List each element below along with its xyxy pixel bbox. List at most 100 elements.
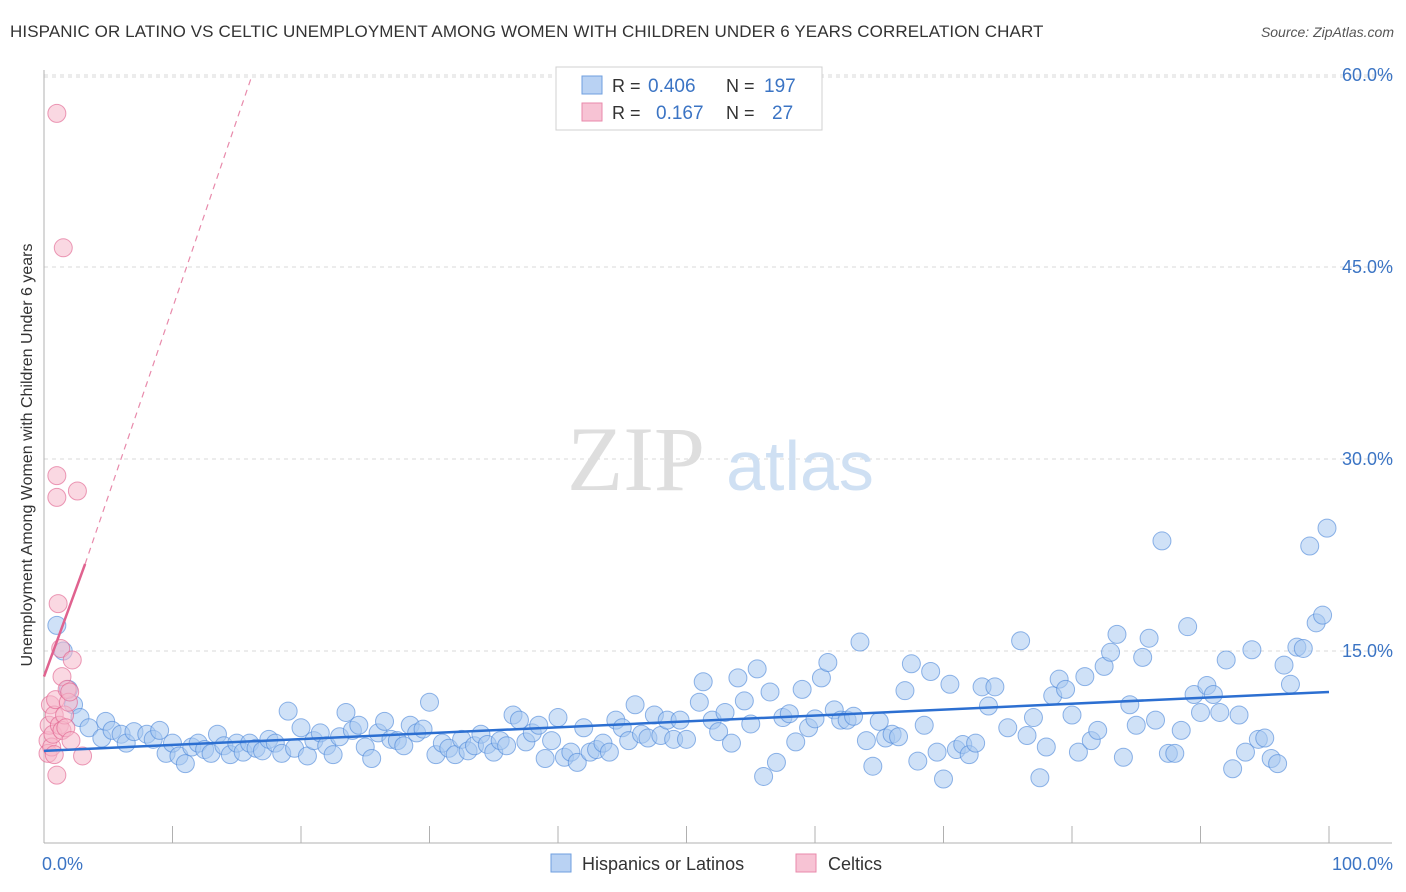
data-point-hispanics xyxy=(1255,728,1275,748)
data-point-celtics xyxy=(67,481,87,501)
data-point-hispanics xyxy=(323,745,343,765)
data-point-celtics xyxy=(47,765,67,785)
data-point-hispanics xyxy=(760,682,780,702)
data-point-hispanics xyxy=(413,719,433,739)
data-point-hispanics xyxy=(921,661,941,681)
data-point-hispanics xyxy=(1017,725,1037,745)
data-point-celtics xyxy=(53,238,73,258)
legend-label-hispanics: Hispanics or Latinos xyxy=(582,854,744,874)
data-point-hispanics xyxy=(529,715,549,735)
data-point-hispanics xyxy=(1068,742,1088,762)
data-point-hispanics xyxy=(721,733,741,753)
data-point-hispanics xyxy=(1242,640,1262,660)
data-point-hispanics xyxy=(1120,695,1140,715)
data-point-celtics xyxy=(47,466,67,486)
data-point-hispanics xyxy=(728,668,748,688)
data-point-hispanics xyxy=(1107,624,1127,644)
data-point-hispanics xyxy=(535,749,555,769)
legend: Hispanics or Latinos Celtics xyxy=(550,853,882,874)
data-point-hispanics xyxy=(150,720,170,740)
trend-line-celtics xyxy=(42,563,87,678)
y-tick-label: 60.0% xyxy=(1342,65,1393,85)
data-point-hispanics xyxy=(914,715,934,735)
watermark-zip: ZIP xyxy=(567,408,705,510)
data-point-hispanics xyxy=(805,709,825,729)
series-celtics-points xyxy=(38,103,93,785)
series-hispanics-points xyxy=(47,518,1337,789)
data-point-hispanics xyxy=(394,736,414,756)
data-point-hispanics xyxy=(1075,667,1095,687)
data-point-hispanics xyxy=(677,729,696,749)
data-point-hispanics xyxy=(79,718,99,738)
stats-n-label-2: N = xyxy=(726,103,755,123)
data-point-hispanics xyxy=(734,691,754,711)
data-point-hispanics xyxy=(766,752,786,772)
data-point-hispanics xyxy=(1036,737,1056,757)
x-axis-ticks xyxy=(43,826,1330,843)
data-point-hispanics xyxy=(1203,685,1223,705)
data-point-celtics xyxy=(47,487,67,507)
x-tick-label: 100.0% xyxy=(1332,854,1393,874)
data-point-hispanics xyxy=(1062,705,1082,725)
trend-lines xyxy=(42,74,1330,753)
data-point-hispanics xyxy=(927,742,947,762)
data-point-hispanics xyxy=(1300,536,1320,556)
data-point-hispanics xyxy=(567,752,587,772)
data-point-hispanics xyxy=(1268,754,1288,774)
x-tick-labels: 0.0% 100.0% xyxy=(42,854,1393,874)
data-point-hispanics xyxy=(1146,710,1166,730)
legend-label-celtics: Celtics xyxy=(828,854,882,874)
data-point-hispanics xyxy=(574,718,594,738)
data-point-hispanics xyxy=(901,654,921,674)
data-point-hispanics xyxy=(175,754,195,774)
stats-r-value-1: 0.406 xyxy=(648,76,696,97)
stats-n-label-1: N = xyxy=(726,76,755,96)
data-point-hispanics xyxy=(715,702,735,722)
data-point-hispanics xyxy=(1216,650,1236,670)
data-point-hispanics xyxy=(1133,647,1153,667)
data-point-hispanics xyxy=(1030,768,1050,788)
y-axis-label: Unemployment Among Women with Children U… xyxy=(19,243,36,666)
data-point-hispanics xyxy=(548,708,568,728)
data-point-hispanics xyxy=(689,692,709,712)
data-point-hispanics xyxy=(291,718,311,738)
data-point-celtics xyxy=(73,746,93,766)
gridlines xyxy=(44,74,1392,652)
data-point-hispanics xyxy=(1152,531,1172,551)
data-point-hispanics xyxy=(1023,708,1043,728)
data-point-hispanics xyxy=(420,692,439,712)
data-point-hispanics xyxy=(966,733,986,753)
data-point-hispanics xyxy=(850,632,870,652)
data-point-hispanics xyxy=(1293,638,1313,658)
data-point-hispanics xyxy=(709,722,729,742)
data-point-hispanics xyxy=(1280,674,1300,694)
data-point-celtics xyxy=(48,594,68,614)
data-point-hispanics xyxy=(844,706,864,726)
data-point-hispanics xyxy=(1274,655,1294,675)
data-point-hispanics xyxy=(1139,628,1159,648)
data-point-hispanics xyxy=(542,731,562,751)
stats-r-label-2: R = xyxy=(612,103,641,123)
data-point-hispanics xyxy=(1113,747,1133,767)
data-point-hispanics xyxy=(747,659,767,679)
stats-swatch-blue xyxy=(581,75,603,95)
data-point-hispanics xyxy=(786,732,806,752)
data-point-hispanics xyxy=(670,710,690,730)
data-point-celtics xyxy=(47,103,67,123)
data-point-hispanics xyxy=(779,704,799,724)
data-point-hispanics xyxy=(497,736,517,756)
stats-n-value-1: 197 xyxy=(764,76,796,97)
data-point-hispanics xyxy=(1171,720,1191,740)
data-point-celtics xyxy=(62,650,82,670)
x-tick-label: 0.0% xyxy=(42,854,83,874)
data-point-hispanics xyxy=(349,715,369,735)
y-tick-label: 15.0% xyxy=(1342,641,1393,661)
legend-swatch-hispanics xyxy=(550,853,572,873)
data-point-hispanics xyxy=(1011,631,1031,651)
y-tick-label: 45.0% xyxy=(1342,257,1393,277)
data-point-hispanics xyxy=(792,679,812,699)
stats-r-label-1: R = xyxy=(612,76,641,96)
data-point-hispanics xyxy=(1210,702,1230,722)
data-point-hispanics xyxy=(278,701,298,721)
stats-box: R = 0.406 N = 197 R = 0.167 N = 27 xyxy=(555,66,823,131)
